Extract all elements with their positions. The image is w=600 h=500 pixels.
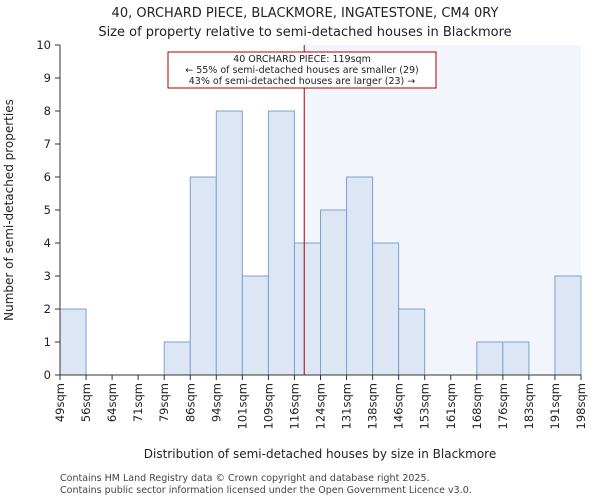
bar-86sqm xyxy=(189,176,217,376)
bar-124sqm xyxy=(320,209,348,376)
bar-109sqm xyxy=(267,110,295,376)
y-tick-label: 8 xyxy=(44,104,51,118)
y-tick-label: 0 xyxy=(44,368,51,382)
x-axis: 49sqm 56sqm 64sqm 71sqm 79sqm 86sqm 94sqm 101sq… xyxy=(53,374,588,429)
y-tick-label: 7 xyxy=(44,137,51,151)
bar-168sqm xyxy=(476,341,504,376)
y-tick-label: 2 xyxy=(44,302,51,316)
y-tick-label: 6 xyxy=(44,170,51,184)
bar-176sqm xyxy=(502,341,530,376)
bar-116sqm xyxy=(293,242,322,376)
y-tick-label: 3 xyxy=(44,269,51,283)
bar-138sqm xyxy=(372,242,400,376)
y-tick-label: 9 xyxy=(44,71,51,85)
x-tick-label: 131sqm xyxy=(340,383,354,429)
bar-131sqm xyxy=(346,176,374,376)
x-tick-label: 49sqm xyxy=(53,383,67,422)
x-tick-label: 79sqm xyxy=(157,383,171,422)
bar-146sqm xyxy=(398,308,426,376)
footer-line-licence: Contains public sector information licen… xyxy=(60,485,472,496)
y-axis: 0 1 2 3 4 5 6 7 8 9 10 xyxy=(36,38,61,382)
x-tick-label: 109sqm xyxy=(261,383,275,429)
x-tick-label: 71sqm xyxy=(131,383,145,422)
y-axis-label: Number of semi-detached properties xyxy=(2,99,16,321)
x-tick-label: 64sqm xyxy=(105,383,119,422)
x-tick-label: 56sqm xyxy=(79,383,93,422)
annotation-box: 40 ORCHARD PIECE: 119sqm ← 55% of semi-d… xyxy=(167,51,437,89)
x-tick-label: 116sqm xyxy=(287,383,301,429)
x-tick-label: 183sqm xyxy=(522,383,536,429)
x-tick-label: 124sqm xyxy=(314,383,328,429)
x-axis-label: Distribution of semi-detached houses by … xyxy=(144,447,496,461)
annotation-line-larger: 43% of semi-detached houses are larger (… xyxy=(189,76,416,87)
annotation-line-property: 40 ORCHARD PIECE: 119sqm xyxy=(233,54,371,65)
x-tick-label: 198sqm xyxy=(574,383,588,429)
bar-94sqm xyxy=(215,110,243,376)
y-tick-label: 4 xyxy=(44,236,51,250)
chart-subtitle: Size of property relative to semi-detach… xyxy=(98,25,511,40)
x-tick-label: 176sqm xyxy=(496,383,510,429)
x-tick-label: 153sqm xyxy=(418,383,432,429)
x-tick-label: 138sqm xyxy=(366,383,380,429)
bar-49sqm xyxy=(59,308,87,376)
x-tick-label: 86sqm xyxy=(183,383,197,422)
y-tick-label: 1 xyxy=(44,335,51,349)
x-tick-label: 101sqm xyxy=(235,383,249,429)
annotation-line-smaller: ← 55% of semi-detached houses are smalle… xyxy=(185,65,419,76)
x-tick-label: 191sqm xyxy=(548,383,562,429)
x-tick-label: 94sqm xyxy=(209,383,223,422)
annotation-frame xyxy=(167,51,437,89)
bar-79sqm xyxy=(163,341,191,376)
chart-title: 40, ORCHARD PIECE, BLACKMORE, INGATESTON… xyxy=(112,6,499,21)
y-tick-label: 10 xyxy=(36,38,51,52)
x-tick-label: 161sqm xyxy=(444,383,458,429)
y-tick-label: 5 xyxy=(44,203,51,217)
x-tick-label: 146sqm xyxy=(392,383,406,429)
bars-group xyxy=(59,110,582,376)
bar-101sqm xyxy=(241,275,269,376)
bar-191sqm xyxy=(554,275,582,376)
footer-line-copyright: Contains HM Land Registry data © Crown c… xyxy=(60,473,430,484)
x-tick-label: 168sqm xyxy=(470,383,484,429)
